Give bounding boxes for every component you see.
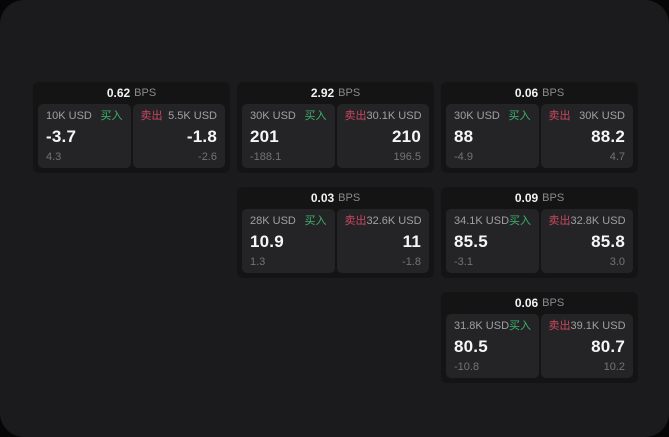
bps-value: 0.03 bbox=[310, 191, 335, 205]
sell-price: -1.8 bbox=[186, 126, 217, 146]
card-header: 0.09 BPS bbox=[441, 187, 638, 209]
buy-side-label: 买入 bbox=[508, 110, 531, 122]
bps-unit-label: BPS bbox=[338, 87, 361, 99]
bps-unit-label: BPS bbox=[542, 297, 565, 309]
bps-value: 0.62 bbox=[106, 86, 131, 100]
bps-unit-label: BPS bbox=[134, 87, 157, 99]
buy-delta: 1.3 bbox=[250, 256, 266, 268]
sell-delta: 4.7 bbox=[609, 151, 625, 163]
buy-price: 80.5 bbox=[454, 336, 488, 356]
buy-side-label: 买入 bbox=[509, 215, 532, 227]
buy-delta: -3.1 bbox=[454, 256, 473, 268]
quote-panels: 31.8K USD 买入 80.5 -10.8 卖出 39.1K USD 80.… bbox=[441, 314, 638, 383]
sell-amount-label: 30K USD bbox=[579, 110, 625, 122]
sell-delta: -1.8 bbox=[402, 256, 421, 268]
sell-quote-panel[interactable]: 卖出 30K USD 88.2 4.7 bbox=[540, 104, 633, 168]
sell-amount-label: 30.1K USD bbox=[366, 110, 422, 122]
buy-delta: -10.8 bbox=[454, 361, 480, 373]
sell-side-label: 卖出 bbox=[548, 215, 571, 227]
bps-unit-label: BPS bbox=[338, 192, 361, 204]
card-header: 0.06 BPS bbox=[441, 82, 638, 104]
quote-panels: 28K USD 买入 10.9 1.3 卖出 32.6K USD 11 -1.8 bbox=[237, 209, 434, 278]
buy-side-label: 买入 bbox=[509, 320, 532, 332]
buy-amount-label: 30K USD bbox=[250, 110, 296, 122]
quote-panels: 10K USD 买入 -3.7 4.3 卖出 5.5K USD -1.8 -2.… bbox=[33, 104, 230, 173]
card-header: 0.03 BPS bbox=[237, 187, 434, 209]
sell-side-label: 卖出 bbox=[344, 110, 367, 122]
buy-side-label: 买入 bbox=[100, 110, 123, 122]
quote-card: 0.06 BPS 30K USD 买入 88 -4.9 卖出 30K USD bbox=[441, 82, 638, 173]
buy-quote-panel[interactable]: 30K USD 买入 88 -4.9 bbox=[446, 104, 539, 168]
sell-delta: 3.0 bbox=[609, 256, 625, 268]
sell-quote-panel[interactable]: 卖出 39.1K USD 80.7 10.2 bbox=[540, 314, 633, 378]
buy-amount-label: 34.1K USD bbox=[454, 215, 510, 227]
bps-value: 0.09 bbox=[514, 191, 539, 205]
sell-side-label: 卖出 bbox=[344, 215, 367, 227]
buy-amount-label: 31.8K USD bbox=[454, 320, 510, 332]
sell-quote-panel[interactable]: 卖出 32.8K USD 85.8 3.0 bbox=[540, 209, 633, 273]
sell-amount-label: 32.8K USD bbox=[570, 215, 626, 227]
buy-delta: -4.9 bbox=[454, 151, 473, 163]
buy-quote-panel[interactable]: 30K USD 买入 201 -188.1 bbox=[242, 104, 335, 168]
quote-panels: 30K USD 买入 88 -4.9 卖出 30K USD 88.2 4.7 bbox=[441, 104, 638, 173]
sell-price: 11 bbox=[402, 231, 421, 251]
quote-card: 0.62 BPS 10K USD 买入 -3.7 4.3 卖出 5.5K USD bbox=[33, 82, 230, 173]
buy-quote-panel[interactable]: 10K USD 买入 -3.7 4.3 bbox=[38, 104, 131, 168]
bps-unit-label: BPS bbox=[542, 192, 565, 204]
buy-delta: -188.1 bbox=[250, 151, 282, 163]
quote-panels: 30K USD 买入 201 -188.1 卖出 30.1K USD 210 1… bbox=[237, 104, 434, 173]
sell-side-label: 卖出 bbox=[548, 320, 571, 332]
sell-delta: -2.6 bbox=[198, 151, 217, 163]
quote-card: 0.03 BPS 28K USD 买入 10.9 1.3 卖出 32.6K US… bbox=[237, 187, 434, 278]
sell-amount-label: 32.6K USD bbox=[366, 215, 422, 227]
sell-price: 80.7 bbox=[591, 336, 625, 356]
sell-price: 210 bbox=[392, 126, 421, 146]
buy-quote-panel[interactable]: 31.8K USD 买入 80.5 -10.8 bbox=[446, 314, 539, 378]
buy-side-label: 买入 bbox=[304, 215, 327, 227]
buy-amount-label: 10K USD bbox=[46, 110, 92, 122]
buy-quote-panel[interactable]: 34.1K USD 买入 85.5 -3.1 bbox=[446, 209, 539, 273]
bps-value: 2.92 bbox=[310, 86, 335, 100]
buy-amount-label: 28K USD bbox=[250, 215, 296, 227]
quote-panels: 34.1K USD 买入 85.5 -3.1 卖出 32.8K USD 85.8… bbox=[441, 209, 638, 278]
sell-delta: 196.5 bbox=[393, 151, 421, 163]
quote-card: 0.06 BPS 31.8K USD 买入 80.5 -10.8 卖出 39.1… bbox=[441, 292, 638, 383]
bps-value: 0.06 bbox=[514, 296, 539, 310]
sell-amount-label: 39.1K USD bbox=[570, 320, 626, 332]
sell-price: 88.2 bbox=[591, 126, 625, 146]
buy-price: 201 bbox=[250, 126, 279, 146]
buy-side-label: 买入 bbox=[304, 110, 327, 122]
buy-price: 85.5 bbox=[454, 231, 488, 251]
sell-quote-panel[interactable]: 卖出 32.6K USD 11 -1.8 bbox=[336, 209, 429, 273]
sell-amount-label: 5.5K USD bbox=[168, 110, 217, 122]
sell-delta: 10.2 bbox=[603, 361, 625, 373]
buy-delta: 4.3 bbox=[46, 151, 62, 163]
sell-side-label: 卖出 bbox=[140, 110, 163, 122]
sell-quote-panel[interactable]: 卖出 30.1K USD 210 196.5 bbox=[336, 104, 429, 168]
bps-unit-label: BPS bbox=[542, 87, 565, 99]
buy-quote-panel[interactable]: 28K USD 买入 10.9 1.3 bbox=[242, 209, 335, 273]
quote-card: 0.09 BPS 34.1K USD 买入 85.5 -3.1 卖出 32.8K… bbox=[441, 187, 638, 278]
card-header: 0.62 BPS bbox=[33, 82, 230, 104]
card-header: 0.06 BPS bbox=[441, 292, 638, 314]
buy-price: -3.7 bbox=[46, 126, 77, 146]
buy-price: 88 bbox=[454, 126, 474, 146]
quote-card: 2.92 BPS 30K USD 买入 201 -188.1 卖出 30.1K … bbox=[237, 82, 434, 173]
buy-amount-label: 30K USD bbox=[454, 110, 500, 122]
sell-quote-panel[interactable]: 卖出 5.5K USD -1.8 -2.6 bbox=[132, 104, 225, 168]
sell-price: 85.8 bbox=[591, 231, 625, 251]
card-header: 2.92 BPS bbox=[237, 82, 434, 104]
bps-value: 0.06 bbox=[514, 86, 539, 100]
sell-side-label: 卖出 bbox=[548, 110, 571, 122]
buy-price: 10.9 bbox=[250, 231, 284, 251]
